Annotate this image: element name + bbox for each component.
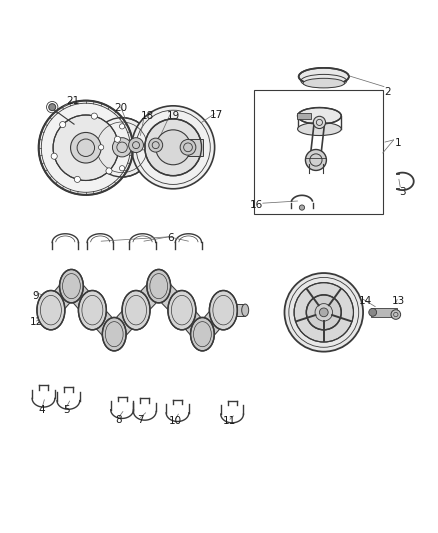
Text: 10: 10	[169, 416, 182, 426]
Circle shape	[49, 103, 56, 111]
Ellipse shape	[191, 318, 214, 351]
Circle shape	[305, 149, 326, 171]
Text: 3: 3	[399, 187, 406, 197]
Circle shape	[294, 282, 353, 342]
Text: 19: 19	[166, 111, 180, 121]
Circle shape	[114, 136, 120, 142]
Ellipse shape	[122, 290, 150, 330]
Bar	[223, 304, 245, 316]
Circle shape	[319, 308, 328, 317]
Ellipse shape	[168, 290, 196, 330]
Ellipse shape	[78, 290, 106, 330]
Text: 1: 1	[395, 139, 401, 148]
Text: 21: 21	[66, 96, 79, 107]
Circle shape	[132, 106, 215, 189]
Polygon shape	[129, 279, 166, 317]
Polygon shape	[152, 279, 189, 317]
Circle shape	[99, 144, 104, 150]
Ellipse shape	[60, 270, 83, 303]
Ellipse shape	[147, 270, 171, 303]
Text: 17: 17	[210, 110, 223, 119]
Circle shape	[120, 166, 125, 171]
Bar	[371, 308, 397, 317]
Polygon shape	[107, 304, 143, 341]
Circle shape	[74, 176, 81, 182]
Circle shape	[60, 122, 66, 127]
Text: 15: 15	[326, 296, 339, 306]
Text: 9: 9	[32, 291, 39, 301]
Circle shape	[180, 140, 196, 155]
Circle shape	[51, 153, 57, 159]
Bar	[173, 139, 203, 156]
Circle shape	[369, 309, 377, 316]
Text: 8: 8	[115, 415, 122, 425]
Circle shape	[113, 138, 132, 157]
Circle shape	[71, 133, 101, 163]
Text: 4: 4	[39, 405, 46, 415]
Ellipse shape	[297, 123, 341, 135]
Text: 7: 7	[137, 415, 144, 425]
Ellipse shape	[37, 290, 65, 330]
Ellipse shape	[102, 318, 126, 351]
Text: 16: 16	[250, 200, 263, 211]
Circle shape	[141, 144, 146, 150]
Circle shape	[313, 116, 325, 128]
Circle shape	[92, 118, 152, 177]
Text: 13: 13	[392, 296, 405, 306]
Text: 6: 6	[168, 233, 174, 243]
Circle shape	[391, 310, 401, 319]
Circle shape	[299, 205, 304, 210]
Polygon shape	[175, 304, 210, 341]
Text: 5: 5	[63, 405, 70, 415]
Circle shape	[53, 115, 119, 181]
Text: 18: 18	[140, 111, 154, 121]
Circle shape	[129, 138, 144, 152]
Polygon shape	[64, 280, 99, 317]
Polygon shape	[44, 280, 79, 317]
Circle shape	[285, 273, 363, 352]
Bar	[297, 113, 311, 119]
Circle shape	[149, 138, 162, 152]
Polygon shape	[195, 304, 230, 341]
Circle shape	[120, 124, 125, 129]
Ellipse shape	[242, 304, 249, 316]
Bar	[254, 90, 383, 214]
Circle shape	[106, 168, 112, 174]
Text: 14: 14	[359, 296, 372, 306]
Circle shape	[39, 101, 133, 195]
Circle shape	[91, 113, 97, 119]
Text: 12: 12	[30, 317, 43, 327]
Ellipse shape	[209, 290, 237, 330]
Polygon shape	[85, 304, 121, 341]
Text: 20: 20	[114, 103, 127, 114]
Text: 2: 2	[384, 87, 390, 97]
Circle shape	[306, 295, 341, 330]
Ellipse shape	[303, 78, 345, 88]
Circle shape	[155, 130, 191, 165]
Ellipse shape	[297, 108, 341, 124]
Ellipse shape	[299, 68, 349, 85]
Text: 11: 11	[223, 416, 237, 426]
Circle shape	[145, 119, 201, 176]
